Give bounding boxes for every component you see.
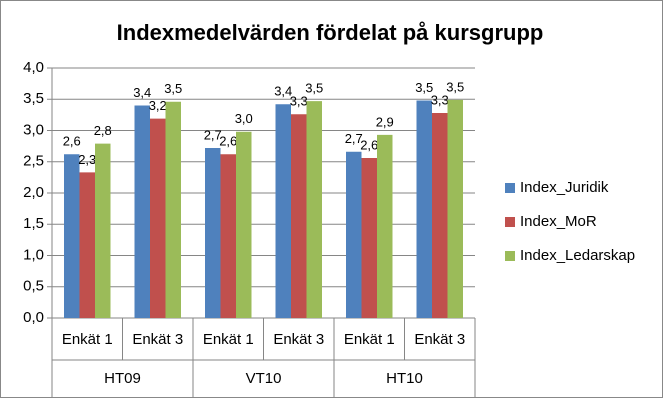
value-label: 2,6 <box>219 134 237 149</box>
bar <box>361 158 377 318</box>
bar <box>79 172 95 318</box>
x-tick-label: Enkät 3 <box>132 331 183 348</box>
value-label: 2,6 <box>63 134 81 149</box>
bar <box>291 114 307 318</box>
value-label: 2,6 <box>360 137 378 152</box>
bar <box>275 104 291 318</box>
value-label: 3,4 <box>274 84 292 99</box>
value-label: 2,7 <box>345 131 363 146</box>
bar <box>346 151 362 318</box>
bar <box>432 113 448 318</box>
chart-title: Indexmedelvärden fördelat på kursgrupp <box>117 20 544 45</box>
value-label: 2,8 <box>94 123 112 138</box>
legend-swatch <box>505 217 515 227</box>
bar <box>150 118 166 318</box>
y-tick-label: 1,5 <box>23 215 44 232</box>
value-label: 3,0 <box>235 111 253 126</box>
value-label: 3,2 <box>149 98 167 113</box>
x-tick-label: Enkät 1 <box>344 331 395 348</box>
x-tick-label: Enkät 1 <box>203 331 254 348</box>
group-label: HT10 <box>386 370 423 387</box>
y-tick-label: 0,5 <box>23 278 44 295</box>
y-tick-label: 2,5 <box>23 153 44 170</box>
bar <box>64 154 80 318</box>
value-label: 3,5 <box>446 79 464 94</box>
value-label: 3,5 <box>305 81 323 96</box>
bar <box>306 101 322 318</box>
value-label: 3,5 <box>415 80 433 95</box>
y-tick-label: 1,0 <box>23 246 44 263</box>
bar <box>165 101 181 318</box>
legend-label: Index_Ledarskap <box>520 247 635 264</box>
legend-label: Index_MoR <box>520 213 597 230</box>
bar <box>95 143 111 318</box>
group-label: VT10 <box>246 370 282 387</box>
y-tick-label: 4,0 <box>23 59 44 76</box>
value-label: 3,3 <box>431 92 449 107</box>
bar <box>416 100 432 318</box>
y-tick-label: 3,5 <box>23 90 44 107</box>
bar <box>134 105 150 318</box>
value-label: 3,4 <box>133 85 151 100</box>
x-tick-label: Enkät 3 <box>414 331 465 348</box>
value-label: 3,5 <box>164 81 182 96</box>
y-tick-label: 3,0 <box>23 121 44 138</box>
bar <box>220 154 236 318</box>
group-label: HT09 <box>104 370 141 387</box>
bar <box>377 134 393 318</box>
value-label: 2,7 <box>204 127 222 142</box>
legend-swatch <box>505 183 515 193</box>
legend-swatch <box>505 251 515 261</box>
bar <box>447 99 463 318</box>
value-label: 3,3 <box>290 94 308 109</box>
y-tick-label: 0,0 <box>23 309 44 326</box>
value-label: 2,9 <box>376 114 394 129</box>
value-label: 2,3 <box>78 152 96 167</box>
x-tick-label: Enkät 1 <box>62 331 113 348</box>
bar <box>205 148 221 318</box>
legend-label: Index_Juridik <box>520 179 609 196</box>
x-tick-label: Enkät 3 <box>273 331 324 348</box>
bar <box>236 131 252 318</box>
y-tick-label: 2,0 <box>23 184 44 201</box>
